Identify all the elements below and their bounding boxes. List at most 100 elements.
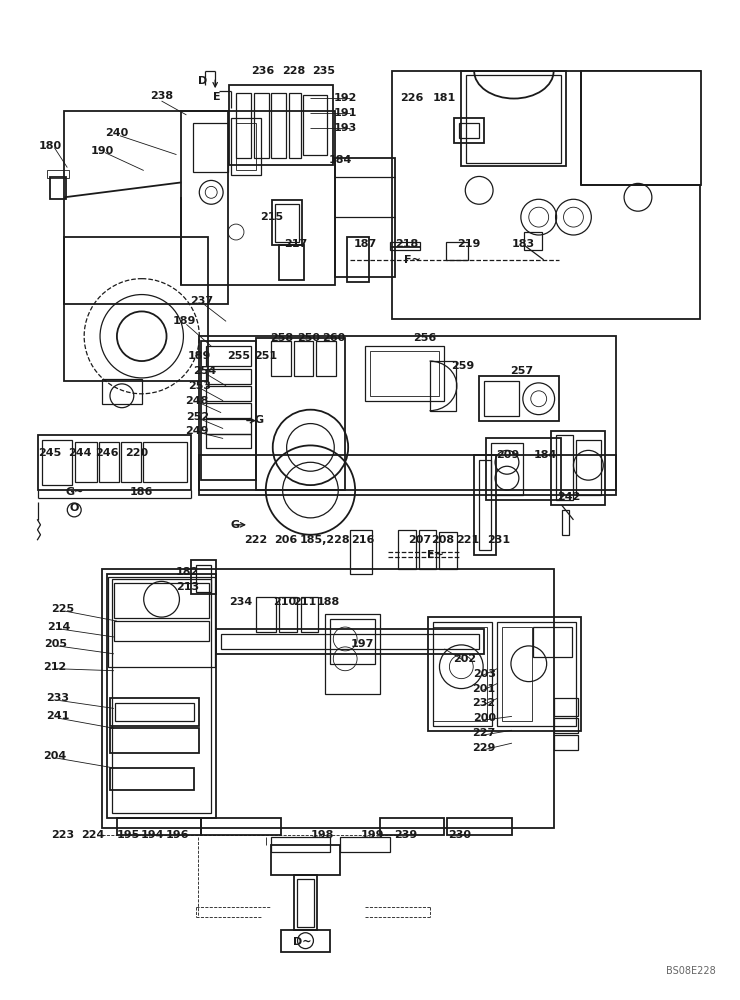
Text: 203: 203 [473,669,496,679]
Bar [484,381,519,416]
Bar [206,403,251,418]
Text: 204: 204 [43,751,66,761]
Bar [446,242,468,260]
Text: 246: 246 [95,448,118,458]
Bar [236,123,256,170]
Text: 231: 231 [488,535,511,545]
Text: 242: 242 [556,492,580,502]
Bar [42,440,73,485]
Text: 196: 196 [166,830,189,840]
Bar [271,93,286,158]
Bar [466,75,561,163]
Text: 207: 207 [408,535,431,545]
Bar [271,845,340,875]
Bar [390,242,420,250]
Bar [110,768,195,790]
Text: 193: 193 [334,123,357,133]
Bar [64,237,208,381]
Bar [524,232,542,250]
Bar [556,435,574,500]
Text: 197: 197 [350,639,374,649]
Text: 205: 205 [44,639,67,649]
Bar [429,361,457,411]
Text: 185,228: 185,228 [300,535,351,545]
Text: 189: 189 [188,351,211,361]
Text: 202: 202 [453,654,476,664]
Text: 219: 219 [457,239,481,249]
Bar [199,455,616,495]
Bar [340,837,390,852]
Bar [303,95,327,155]
Text: 183: 183 [511,239,534,249]
Bar [370,351,440,396]
Bar [289,93,300,158]
Bar [347,237,369,282]
Bar [297,879,314,927]
Text: 250: 250 [297,333,320,343]
Text: 245: 245 [38,448,61,458]
Text: 244: 244 [68,448,92,458]
Bar [192,560,216,594]
Bar [380,818,445,835]
Bar [398,530,416,569]
Text: 215: 215 [260,212,283,222]
Text: 214: 214 [47,622,70,632]
Bar [199,336,616,490]
Bar [206,419,251,434]
Text: 182: 182 [176,567,199,577]
Bar [47,170,70,178]
Bar [102,569,554,828]
Bar [279,597,297,632]
Text: 200: 200 [473,713,496,723]
Bar [317,341,336,376]
Text: 194: 194 [141,830,164,840]
Bar [279,245,303,280]
Bar [271,837,330,852]
Bar [181,111,335,285]
Bar [460,123,480,138]
Text: 186: 186 [130,487,153,497]
Bar [294,875,317,930]
Text: 239: 239 [394,830,417,840]
Text: 236: 236 [251,66,275,76]
Text: D~: D~ [293,937,312,947]
Bar [110,698,199,726]
Text: 195: 195 [116,830,139,840]
Bar [114,583,209,618]
Bar [533,627,573,657]
Bar [206,434,251,448]
Text: 211: 211 [293,597,316,607]
Bar [428,617,582,731]
Text: 223: 223 [51,830,74,840]
Text: 199: 199 [360,830,384,840]
Text: 249: 249 [186,426,209,436]
Bar [554,735,579,750]
Bar [201,341,256,480]
Bar [432,627,487,721]
Bar [551,431,605,505]
Text: 258: 258 [270,333,293,343]
Bar [221,634,480,649]
Bar [582,71,701,185]
Text: 217: 217 [284,239,307,249]
Text: 251: 251 [255,351,278,361]
Text: 228: 228 [282,66,305,76]
Text: G~: G~ [65,487,84,497]
Bar [193,123,228,172]
Text: G: G [255,415,263,425]
Text: 213: 213 [176,582,199,592]
Text: 222: 222 [244,535,267,545]
Bar [50,177,67,199]
Text: 192: 192 [334,93,357,103]
Bar [576,440,602,495]
Bar [448,818,512,835]
Bar [326,614,380,694]
Text: 255: 255 [227,351,251,361]
Text: 189: 189 [172,316,196,326]
Bar [502,627,532,721]
Text: 237: 237 [189,296,213,306]
Text: 210: 210 [273,597,296,607]
Text: 208: 208 [431,535,454,545]
Bar [143,442,187,482]
Bar [330,619,375,664]
